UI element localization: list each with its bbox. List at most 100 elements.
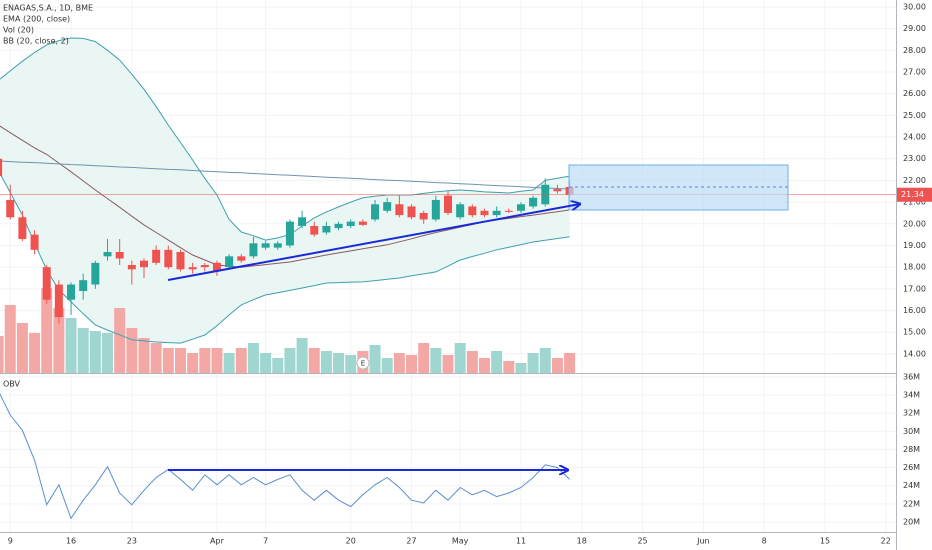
volume-bar <box>527 353 539 373</box>
candle-body <box>140 260 148 268</box>
volume-bar <box>65 318 77 373</box>
volume-bar <box>442 355 454 373</box>
x-tick-label: 8 <box>762 537 767 546</box>
candle-body <box>67 284 76 300</box>
volume-bar <box>211 348 223 373</box>
y-tick-label: 25.00 <box>903 111 926 120</box>
candle-body <box>42 267 51 300</box>
trend-arrow <box>167 204 580 281</box>
candle-body <box>152 249 161 263</box>
x-tick-label: 23 <box>127 537 137 546</box>
candle-body <box>383 202 392 211</box>
x-tick-label: Jun <box>696 537 710 546</box>
volume-bar <box>406 355 418 373</box>
y-tick-label: 30.00 <box>903 2 926 11</box>
volume-bar <box>150 343 162 373</box>
volume-bar <box>272 358 284 373</box>
candle-body <box>249 243 258 257</box>
candle-body <box>127 265 136 270</box>
event-marker <box>356 356 370 370</box>
volume-bar <box>333 353 345 373</box>
y-tick-label: 22.00 <box>903 176 926 185</box>
x-tick-label: 11 <box>516 537 526 546</box>
y-tick-label: 27.00 <box>903 67 926 76</box>
y-tick-label: 32M <box>903 409 920 418</box>
candle-body <box>529 197 538 207</box>
x-tick-label: May <box>452 537 469 546</box>
volume-bar <box>102 333 114 373</box>
candle-body <box>419 212 428 220</box>
candle-body <box>322 225 331 233</box>
candle-body <box>212 262 221 272</box>
y-tick-label: 16.00 <box>903 306 926 315</box>
volume-bar <box>260 353 272 373</box>
volume-bar <box>235 348 247 373</box>
volume-bar <box>393 353 405 373</box>
y-tick-label: 17.00 <box>903 284 926 293</box>
price-pane <box>0 37 576 373</box>
y-tick-label: 21.00 <box>903 198 926 207</box>
candle-body <box>225 256 234 268</box>
candle-body <box>54 284 63 318</box>
candle-body <box>30 234 39 250</box>
volume-bar <box>284 348 296 373</box>
volume-bar <box>515 363 527 373</box>
candle-body <box>164 249 173 268</box>
candle-body <box>456 204 465 218</box>
candle-body <box>553 189 562 192</box>
y-tick-label: 15.00 <box>903 328 926 337</box>
ema-line <box>0 160 570 190</box>
volume-bar <box>114 308 126 373</box>
bb-lower <box>0 172 570 344</box>
legend-volume: Vol (20) <box>3 26 34 35</box>
volume-bar <box>138 338 150 373</box>
x-tick-label: 9 <box>8 537 13 546</box>
volume-bar <box>53 308 65 373</box>
volume-bar <box>466 351 478 373</box>
volume-bar <box>199 348 211 373</box>
x-tick-label: 16 <box>66 537 76 546</box>
candle-body <box>346 221 355 226</box>
volume-bar <box>16 323 28 373</box>
volume-bar <box>174 348 186 373</box>
volume-bar <box>126 328 138 373</box>
candle-body <box>237 256 246 261</box>
y-tick-label: 23.00 <box>903 154 926 163</box>
y-tick-label: 22M <box>903 499 920 508</box>
volume-bar <box>41 288 53 373</box>
y-tick-label: 28M <box>903 445 920 454</box>
legend-obv: OBV <box>3 380 21 389</box>
last-price-label: 21.34 <box>901 190 924 199</box>
candle-body <box>431 199 440 220</box>
y-tick-label: 19.00 <box>903 241 926 250</box>
x-tick-label: 25 <box>637 537 647 546</box>
legend-ema: EMA (200, close) <box>3 15 70 24</box>
x-tick-label: 18 <box>577 537 587 546</box>
volume-bar <box>296 338 308 373</box>
x-tick-label: Apr <box>210 537 225 546</box>
volume-bar <box>247 343 259 373</box>
y-tick-label: 24M <box>903 481 920 490</box>
candle-body <box>115 251 124 259</box>
candle-body <box>103 251 112 257</box>
obv-line <box>0 393 570 520</box>
candle-body <box>298 217 307 226</box>
candle-body <box>200 265 209 268</box>
candle-body <box>188 267 197 270</box>
x-tick-label: 20 <box>346 537 356 546</box>
volume-bar <box>369 345 381 373</box>
candle-body <box>261 243 270 248</box>
bb-upper <box>0 37 570 241</box>
volume-bar <box>454 343 466 373</box>
volume-bar <box>77 328 89 373</box>
annotations: E ENAGAS,S.A., 1D, BME EMA (200, close) … <box>0 0 897 550</box>
volume-bar <box>320 351 332 373</box>
candle-body <box>516 204 525 211</box>
candle-body <box>273 243 282 248</box>
y-tick-label: 26M <box>903 463 920 472</box>
last-price-box <box>897 187 932 202</box>
volume-bar <box>187 353 199 373</box>
volume-bar <box>0 336 4 373</box>
candle-body <box>176 251 185 270</box>
